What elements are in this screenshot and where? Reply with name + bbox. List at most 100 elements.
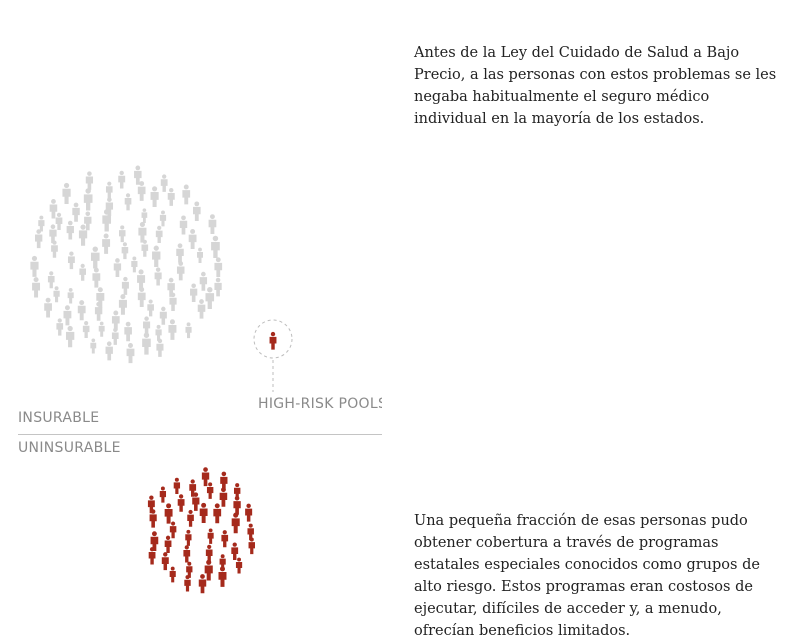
insurable-crowd — [30, 165, 223, 364]
insurable-person-icon — [78, 224, 88, 246]
uninsurable-person-icon — [207, 528, 214, 544]
insurable-person-icon — [55, 212, 63, 230]
insurable-person-icon — [124, 193, 132, 211]
uninsurable-person-icon — [219, 487, 228, 507]
insurable-person-icon — [137, 269, 146, 290]
uninsurable-person-icon — [199, 502, 208, 523]
insurable-person-icon — [83, 188, 93, 211]
insurable-person-icon — [118, 294, 127, 315]
insurable-person-icon — [156, 338, 164, 357]
insurable-person-icon — [147, 299, 154, 317]
insurable-person-icon — [160, 174, 168, 192]
uninsurable-person-icon — [183, 545, 191, 563]
uninsurable-person-icon — [205, 544, 213, 562]
insurable-person-icon — [96, 287, 105, 308]
insurable-person-icon — [102, 209, 112, 232]
uninsurable-person-icon — [164, 503, 173, 524]
insurable-person-icon — [199, 271, 208, 291]
insurable-person-icon — [56, 318, 64, 336]
insurable-person-icon — [159, 306, 167, 325]
uninsurable-person-icon — [198, 574, 207, 594]
insurable-person-icon — [118, 225, 126, 243]
uninsurable-person-icon — [148, 547, 156, 565]
insurable-person-icon — [137, 181, 146, 201]
insurable-person-icon — [47, 271, 55, 289]
uninsurable-person-icon — [204, 559, 213, 581]
high-risk-pool-marker — [253, 319, 293, 392]
insurable-person-icon — [38, 215, 45, 232]
insurable-person-icon — [138, 221, 147, 243]
insurable-person-icon — [113, 258, 122, 277]
uninsurable-person-icon — [233, 495, 241, 515]
insurable-person-icon — [214, 277, 222, 297]
insurable-person-icon — [51, 240, 58, 258]
insurable-person-icon — [214, 257, 223, 277]
insurable-person-icon — [65, 325, 75, 348]
insurable-person-icon — [53, 286, 60, 303]
insurability-figure: HIGH-RISK POOLS INSURABLE UNINSURABLE — [0, 0, 400, 618]
insurable-person-icon — [169, 292, 177, 311]
insurable-person-icon — [124, 321, 132, 342]
insurable-person-icon — [121, 276, 129, 295]
divider-line — [18, 434, 382, 435]
uninsurable-person-icon — [220, 471, 228, 491]
insurable-person-icon — [159, 210, 167, 227]
uninsurable-person-icon — [231, 512, 240, 534]
insurable-person-icon — [32, 277, 41, 298]
insurable-person-icon — [155, 225, 163, 244]
uninsurable-crowd — [147, 467, 255, 594]
insurable-person-icon — [208, 214, 217, 235]
uninsurable-person-icon — [245, 503, 253, 522]
insurable-person-icon — [72, 202, 80, 222]
insurable-person-icon — [111, 327, 119, 345]
insurable-label: INSURABLE — [18, 410, 100, 426]
uninsurable-person-icon — [164, 535, 172, 554]
uninsurable-label: UNINSURABLE — [18, 440, 121, 456]
insurable-person-icon — [105, 181, 113, 199]
insurable-person-icon — [192, 201, 201, 221]
uninsurable-person-icon — [147, 495, 155, 514]
insurable-person-icon — [79, 263, 86, 281]
insurable-person-icon — [102, 233, 111, 254]
insurable-person-icon — [126, 342, 135, 364]
insurable-person-icon — [143, 316, 151, 335]
figure-canvas — [30, 165, 293, 594]
insurable-person-icon — [152, 245, 161, 267]
uninsurable-person-icon — [150, 531, 159, 552]
insurable-person-icon — [176, 261, 185, 281]
uninsurable-person-icon — [177, 494, 185, 512]
insurable-person-icon — [49, 199, 58, 219]
insurable-person-icon — [197, 299, 206, 319]
insurable-person-icon — [62, 182, 71, 204]
insurable-person-icon — [142, 332, 151, 355]
insurable-person-icon — [154, 267, 162, 286]
insurable-person-icon — [98, 321, 105, 337]
uninsurable-person-icon — [235, 557, 243, 574]
uninsurable-person-icon — [213, 503, 222, 524]
uninsurable-person-icon — [169, 521, 177, 539]
insurable-person-icon — [150, 186, 159, 208]
uninsurable-person-icon — [159, 486, 167, 503]
insurable-person-icon — [66, 220, 74, 240]
insurable-person-icon — [90, 246, 100, 269]
insurable-person-icon — [168, 319, 177, 340]
uninsurable-person-icon — [173, 477, 181, 495]
high-risk-pools-label: HIGH-RISK POOLS — [258, 396, 382, 412]
insurable-person-icon — [111, 310, 120, 331]
uninsurable-person-icon — [219, 554, 226, 571]
insurable-person-icon — [176, 243, 184, 263]
insurable-person-icon — [105, 341, 113, 361]
uninsurable-person-icon — [192, 492, 200, 511]
insurable-person-icon — [155, 324, 162, 341]
insurable-person-icon — [30, 255, 39, 277]
insurable-person-icon — [90, 338, 97, 354]
insurable-person-icon — [63, 305, 72, 326]
paragraph-high-risk-pools: Una pequeña fracción de esas personas pu… — [414, 513, 760, 639]
uninsurable-person-icon — [169, 566, 176, 583]
uninsurable-person-icon — [201, 467, 210, 487]
insurable-person-icon — [188, 228, 197, 250]
insurable-person-icon — [67, 251, 75, 270]
insurable-person-icon — [185, 322, 192, 339]
insurable-person-icon — [182, 184, 191, 205]
uninsurable-person-icon — [187, 509, 194, 527]
